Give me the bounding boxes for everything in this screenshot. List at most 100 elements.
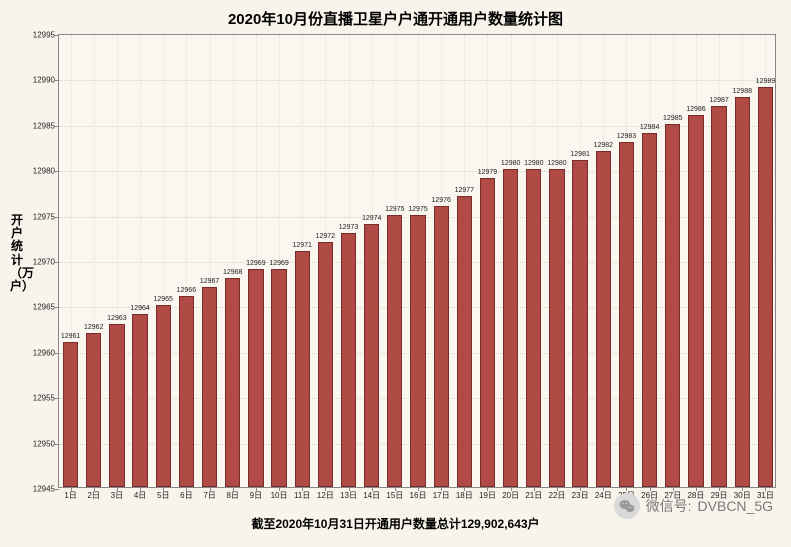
x-tick-label: 11日 bbox=[294, 487, 310, 501]
bar bbox=[132, 314, 147, 487]
y-tick-label: 12980 bbox=[33, 167, 59, 176]
bar bbox=[503, 169, 518, 487]
x-tick-label: 4日 bbox=[134, 487, 146, 501]
bar-value-label: 12975 bbox=[385, 206, 404, 213]
bar bbox=[735, 97, 750, 487]
plot-area: 1294512950129551296012965129701297512980… bbox=[58, 34, 776, 488]
bar bbox=[202, 287, 217, 487]
bar bbox=[688, 115, 703, 487]
bar-value-label: 12974 bbox=[362, 215, 381, 222]
bar-value-label: 12987 bbox=[709, 97, 728, 104]
x-tick-label: 5日 bbox=[157, 487, 169, 501]
bar-value-label: 12981 bbox=[570, 151, 589, 158]
bar bbox=[480, 178, 495, 487]
bar-value-label: 12988 bbox=[733, 88, 752, 95]
y-tick-label: 12950 bbox=[33, 439, 59, 448]
wechat-overlay: 微信号: DVBCN_5G bbox=[614, 493, 773, 519]
bar-value-label: 12973 bbox=[339, 224, 358, 231]
wechat-id: DVBCN_5G bbox=[698, 498, 773, 514]
bar-value-label: 12977 bbox=[455, 187, 474, 194]
bar-value-label: 12989 bbox=[756, 78, 775, 85]
bar bbox=[225, 278, 240, 487]
bar-value-label: 12979 bbox=[478, 169, 497, 176]
x-tick-label: 23日 bbox=[572, 487, 589, 501]
bar bbox=[457, 196, 472, 487]
y-tick-label: 12955 bbox=[33, 394, 59, 403]
x-tick-label: 17日 bbox=[433, 487, 450, 501]
bar bbox=[619, 142, 634, 487]
y-tick-label: 12990 bbox=[33, 76, 59, 85]
wechat-icon bbox=[614, 493, 640, 519]
chart-title: 2020年10月份直播卫星户户通开通用户数量统计图 bbox=[8, 4, 783, 29]
y-tick-label: 12995 bbox=[33, 31, 59, 40]
bar-value-label: 12968 bbox=[223, 269, 242, 276]
bar bbox=[295, 251, 310, 487]
x-tick-label: 20日 bbox=[502, 487, 519, 501]
bar-value-label: 12967 bbox=[200, 278, 219, 285]
bar-value-label: 12963 bbox=[107, 315, 126, 322]
bar bbox=[271, 269, 286, 487]
bar bbox=[642, 133, 657, 487]
bar bbox=[758, 87, 773, 487]
x-tick-label: 8日 bbox=[226, 487, 238, 501]
bar-value-label: 12969 bbox=[246, 260, 265, 267]
bar-value-label: 12983 bbox=[617, 133, 636, 140]
x-tick-label: 21日 bbox=[525, 487, 542, 501]
bar-value-label: 12985 bbox=[663, 115, 682, 122]
bar bbox=[109, 324, 124, 487]
y-axis-label: 开户统计（万户） bbox=[10, 214, 24, 293]
bar-value-label: 12975 bbox=[408, 206, 427, 213]
bar bbox=[341, 233, 356, 487]
bar bbox=[572, 160, 587, 487]
bar-value-label: 12984 bbox=[640, 124, 659, 131]
bar bbox=[364, 224, 379, 487]
bar bbox=[526, 169, 541, 487]
bar-value-label: 12980 bbox=[501, 160, 520, 167]
bar bbox=[318, 242, 333, 487]
bar bbox=[410, 215, 425, 487]
bar-value-label: 12976 bbox=[431, 197, 450, 204]
x-tick-label: 19日 bbox=[479, 487, 496, 501]
y-tick-label: 12945 bbox=[33, 485, 59, 494]
y-tick-label: 12960 bbox=[33, 348, 59, 357]
bar bbox=[248, 269, 263, 487]
bar bbox=[387, 215, 402, 487]
bar bbox=[179, 296, 194, 487]
x-tick-label: 3日 bbox=[111, 487, 123, 501]
bar bbox=[63, 342, 78, 487]
chart-frame: 2020年10月份直播卫星户户通开通用户数量统计图 开户统计（万户） 12945… bbox=[8, 4, 783, 534]
y-tick-label: 12965 bbox=[33, 303, 59, 312]
bar-value-label: 12969 bbox=[269, 260, 288, 267]
bar bbox=[596, 151, 611, 487]
wechat-prefix: 微信号: bbox=[646, 496, 692, 516]
bar-value-label: 12962 bbox=[84, 324, 103, 331]
y-tick-label: 12970 bbox=[33, 258, 59, 267]
bar-value-label: 12961 bbox=[61, 333, 80, 340]
bar bbox=[665, 124, 680, 487]
x-tick-label: 22日 bbox=[549, 487, 566, 501]
x-tick-label: 7日 bbox=[203, 487, 215, 501]
bar-value-label: 12966 bbox=[177, 287, 196, 294]
bar-value-label: 12965 bbox=[153, 296, 172, 303]
bar bbox=[86, 333, 101, 487]
x-tick-label: 2日 bbox=[88, 487, 100, 501]
bar-value-label: 12982 bbox=[594, 142, 613, 149]
x-tick-label: 13日 bbox=[340, 487, 357, 501]
x-tick-label: 12日 bbox=[317, 487, 334, 501]
x-tick-label: 10日 bbox=[271, 487, 288, 501]
bar bbox=[711, 106, 726, 487]
x-tick-label: 1日 bbox=[64, 487, 76, 501]
bar bbox=[434, 206, 449, 487]
x-tick-label: 15日 bbox=[386, 487, 403, 501]
bar bbox=[549, 169, 564, 487]
gridline-horizontal bbox=[59, 80, 775, 81]
bar-value-label: 12980 bbox=[524, 160, 543, 167]
x-tick-label: 14日 bbox=[363, 487, 380, 501]
x-tick-label: 9日 bbox=[250, 487, 262, 501]
bar-value-label: 12980 bbox=[547, 160, 566, 167]
y-tick-label: 12985 bbox=[33, 121, 59, 130]
bar bbox=[156, 305, 171, 487]
x-tick-label: 6日 bbox=[180, 487, 192, 501]
bar-value-label: 12971 bbox=[292, 242, 311, 249]
y-tick-label: 12975 bbox=[33, 212, 59, 221]
